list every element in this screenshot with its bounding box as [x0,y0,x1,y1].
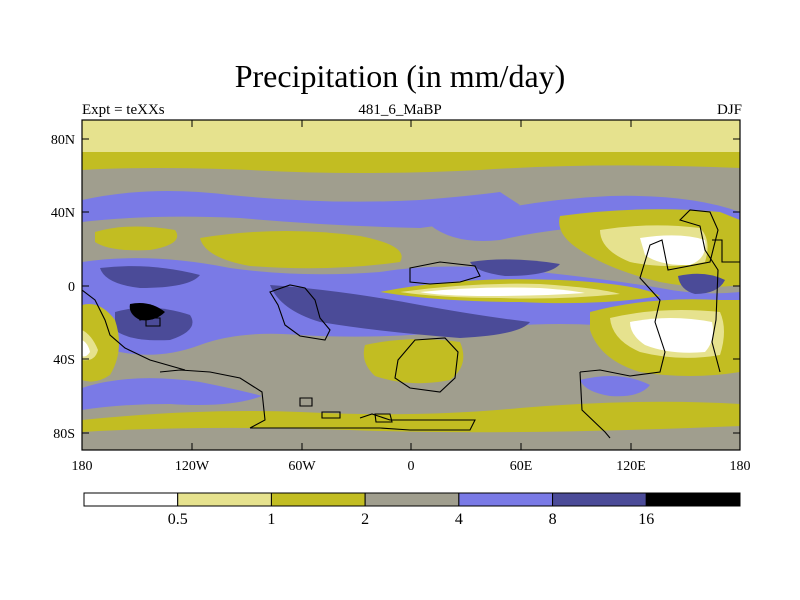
colorbar-swatch-0 [83,492,179,507]
precip-dry-patch-2 [200,230,402,269]
lon-label-120w: 120W [175,459,210,474]
precip-wet-patch-pacific [100,266,200,288]
lat-label-40s: 40S [53,353,75,368]
coastline-island-2 [321,411,341,419]
precip-dry-patch-1 [95,226,178,251]
coastline-pacific-rim [82,289,186,371]
precip-band-2-4-south [82,426,740,450]
lon-label-180e: 180 [730,459,751,474]
colorbar-label-5: 16 [638,511,654,528]
coastline-australia-south [579,371,611,439]
precip-band-1-2-north [82,152,740,173]
lat-label-40n: 40N [51,206,75,221]
coastline-asia-australia [579,209,721,377]
precip-very-dry-west-south [82,340,90,357]
precip-wet-patch-africa [470,259,560,276]
colorbar-swatch-4 [458,492,554,507]
lat-label-0: 0 [68,280,75,295]
continent-outlines [82,209,740,439]
colorbar-swatch-3 [364,492,460,507]
colorbar-swatch-5 [552,492,647,507]
experiment-label: Expt = teXXs [82,102,165,118]
colorbar-label-1: 1 [267,511,275,528]
precip-very-dry-australia [630,318,714,353]
coastline-antarctic-west [250,413,476,431]
colorbar-swatch-2 [270,492,366,507]
coastline-south-west [159,369,266,429]
precip-dry-strip-core [420,287,585,296]
precip-wet-patch-atlantic [270,285,530,338]
precip-dry-south-atlantic [363,339,464,384]
map-area [82,120,740,450]
lat-label-80n: 80N [51,133,75,148]
coastline-island-1 [299,397,313,407]
lon-label-60e: 60E [510,459,533,474]
season-label: DJF [716,102,742,118]
precip-wet-patch-east [678,273,725,294]
coastline-africa-south [394,337,459,393]
coastline-islands-pacific [135,305,161,327]
lon-label-0: 0 [408,459,415,474]
precip-storm-track-atlantic [82,191,520,228]
coastline-island-3 [374,413,393,423]
map-title: Precipitation (in mm/day) [234,58,566,94]
latitude-ticks [82,138,740,434]
colorbar: 0.5 1 2 4 8 16 [83,492,741,528]
lon-label-180w: 180 [72,459,93,474]
colorbar-label-2: 2 [361,511,369,528]
precip-storm-track-south-east [580,376,650,397]
lon-label-60w: 60W [288,459,316,474]
coastline-east-edge [712,239,740,263]
colorbar-label-3: 4 [455,511,463,528]
colorbar-swatch-6 [645,492,741,507]
period-label: 481_6_MaBP [358,102,442,118]
precip-storm-track-south [82,378,262,410]
lat-label-80s: 80S [53,427,75,442]
lon-label-120e: 120E [616,459,646,474]
longitude-ticks [191,120,632,450]
colorbar-label-0: 0.5 [168,511,188,528]
colorbar-swatch-1 [177,492,272,507]
colorbar-label-4: 8 [549,511,557,528]
coastline-south-america-north [269,284,331,341]
precip-dry-west-south [82,304,119,382]
coastline-africa-north [409,261,481,285]
